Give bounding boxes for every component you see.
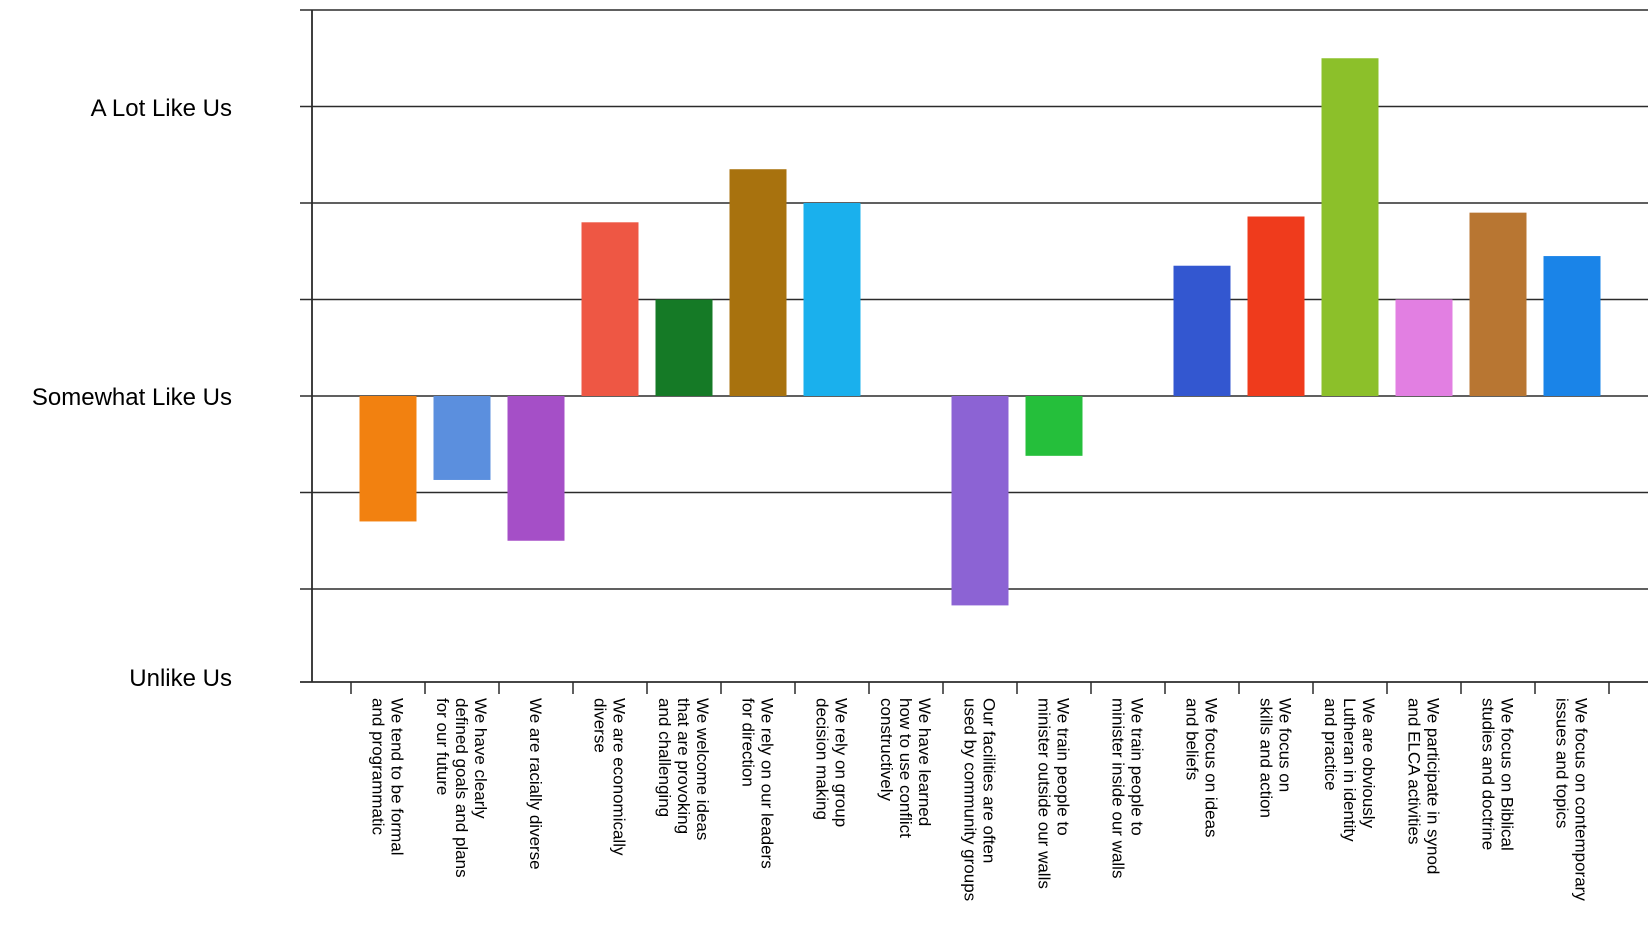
- x-tick-label-line: We rely on our leaders: [758, 698, 777, 869]
- x-tick-label-line: for direction: [739, 698, 758, 787]
- x-tick-label-line: We train people to: [1054, 698, 1073, 836]
- bar: [1247, 216, 1305, 396]
- x-tick-label-line: We rely on group: [832, 698, 851, 827]
- x-tick-label-line: defined goals and plans: [452, 698, 471, 878]
- x-tick-label-line: constructively: [877, 698, 896, 801]
- x-tick-label-line: Lutheran in identity: [1340, 698, 1359, 842]
- x-tick-label-line: minister outside our walls: [1035, 698, 1054, 889]
- bar: [433, 396, 491, 480]
- bar: [1321, 58, 1379, 396]
- x-tick-label-line: We are economically: [610, 698, 629, 856]
- x-tick-label-line: and practice: [1321, 698, 1340, 791]
- x-tick-label-line: We focus on: [1276, 698, 1295, 792]
- y-tick-label: Unlike Us: [129, 665, 232, 692]
- bar: [581, 222, 639, 396]
- x-tick-label-line: minister inside our walls: [1109, 698, 1128, 878]
- bar: [803, 203, 861, 396]
- bar: [1025, 396, 1083, 456]
- bar: [655, 299, 713, 396]
- x-tick-label-line: and ELCA activities: [1405, 698, 1424, 844]
- x-tick-label-line: We have learned: [915, 698, 934, 826]
- y-tick-label: A Lot Like Us: [91, 95, 232, 122]
- x-tick-label-line: skills and action: [1257, 698, 1276, 818]
- y-tick-label: Somewhat Like Us: [32, 384, 232, 411]
- x-tick-label-line: We are racially diverse: [526, 698, 545, 870]
- bar: [359, 396, 417, 522]
- x-tick-label-line: We focus on contemporary: [1572, 698, 1591, 901]
- y-tick-labels: A Lot Like Us Somewhat Like Us Unlike Us: [32, 95, 232, 692]
- bar: [1543, 256, 1601, 396]
- bar: [1395, 299, 1453, 396]
- axes: [300, 10, 1648, 694]
- x-tick-label-line: that are provoking: [674, 698, 693, 834]
- bars: [359, 58, 1601, 606]
- x-tick-label-line: and challenging: [655, 698, 674, 817]
- x-tick-label-line: studies and doctrine: [1479, 698, 1498, 850]
- x-tick-label-line: We focus on Biblical: [1498, 698, 1517, 851]
- x-tick-label-line: diverse: [591, 698, 610, 753]
- bar: [507, 396, 565, 541]
- x-tick-label-line: issues and topics: [1553, 698, 1572, 828]
- bar: [729, 169, 787, 396]
- x-tick-label-line: We participate in synod: [1424, 698, 1443, 874]
- x-tick-label-line: We train people to: [1128, 698, 1147, 836]
- x-tick-label-line: and programmatic: [369, 698, 388, 836]
- x-tick-label-line: used by community groups: [961, 698, 980, 901]
- x-tick-label-line: for our future: [433, 698, 452, 795]
- x-tick-label: We are racially diverse: [526, 698, 545, 870]
- bar: [1469, 212, 1527, 396]
- bar: [951, 396, 1009, 606]
- x-tick-label-line: We tend to be formal: [388, 698, 407, 856]
- x-tick-label-line: We are obviously: [1359, 698, 1378, 829]
- x-tick-label-line: We welcome ideas: [693, 698, 712, 840]
- x-tick-label-line: We have clearly: [471, 698, 490, 819]
- bar: [1173, 265, 1231, 396]
- x-tick-label-line: and beliefs: [1183, 698, 1202, 780]
- x-tick-label-line: how to use conflict: [896, 698, 915, 838]
- x-tick-label-line: Our facilities are often: [980, 698, 999, 863]
- x-tick-label-line: decision making: [813, 698, 832, 820]
- x-tick-label-line: We focus on ideas: [1202, 698, 1221, 838]
